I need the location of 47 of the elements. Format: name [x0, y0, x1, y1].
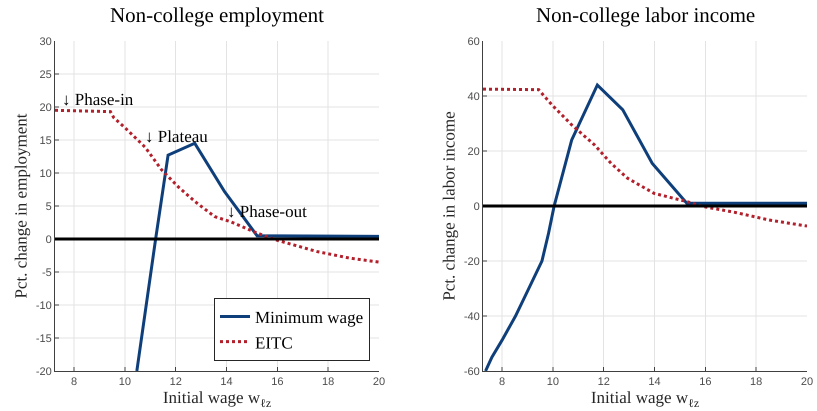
y-tick-label: -15 [36, 332, 52, 345]
x-tick-label: 18 [322, 376, 334, 388]
y-tick-label: 40 [468, 90, 480, 103]
y-tick-label: 0 [474, 200, 480, 213]
y-tick-label: 20 [468, 146, 480, 158]
y-tick-label: 20 [40, 102, 52, 114]
x-axis-title: Initial wage w$_{ℓz}$ [590, 388, 700, 410]
x-tick-label: 8 [70, 376, 78, 388]
x-tick-label: 8 [498, 376, 506, 388]
x-tick-label: 20 [372, 376, 386, 388]
y-tick-label: 0 [46, 234, 52, 246]
x-tick-label: 10 [546, 376, 560, 388]
y-tick-label: -20 [36, 366, 52, 378]
x-axis-title: Initial wage w$_{ℓz}$ [162, 388, 272, 410]
y-tick-label: 60 [468, 36, 480, 48]
line-series [55, 108, 379, 264]
y-axis-title: Pct. change in labor income [439, 111, 458, 301]
annotation: ↓ Phase-out [227, 202, 308, 221]
x-tick-label: 16 [271, 376, 284, 388]
y-tick-label: 15 [40, 134, 52, 147]
legend-label: EITC [255, 333, 293, 352]
legend-label: Minimum wage [255, 308, 364, 328]
x-tick-label: 12 [598, 376, 610, 388]
x-tick-label: 14 [220, 376, 233, 388]
x-tick-label: 14 [648, 376, 661, 388]
y-tick-label: -5 [42, 266, 52, 279]
annotation: ↓ Phase-in [62, 90, 134, 109]
x-tick-label: 12 [170, 376, 182, 388]
x-tick-label: 20 [800, 376, 814, 388]
y-tick-label: 30 [40, 36, 52, 48]
x-tick-label: 16 [699, 376, 712, 388]
x-tick-label: 10 [118, 376, 132, 388]
chart-title: Non-college labor income [536, 3, 756, 27]
line-series [483, 88, 807, 228]
x-tick-label: 18 [750, 376, 762, 388]
chart-title: Non-college employment [110, 3, 324, 27]
y-tick-label: 25 [40, 68, 52, 81]
y-tick-label: -10 [36, 300, 52, 312]
y-axis-title: Pct. change in employment [11, 113, 30, 299]
y-tick-label: 5 [46, 200, 52, 213]
y-tick-label: -40 [464, 310, 480, 323]
annotation: ↓ Plateau [145, 127, 208, 146]
y-tick-label: -20 [464, 256, 480, 268]
line-series [484, 84, 807, 371]
y-tick-label: 10 [40, 168, 52, 180]
line-series [135, 142, 379, 371]
y-tick-label: -60 [464, 366, 480, 378]
